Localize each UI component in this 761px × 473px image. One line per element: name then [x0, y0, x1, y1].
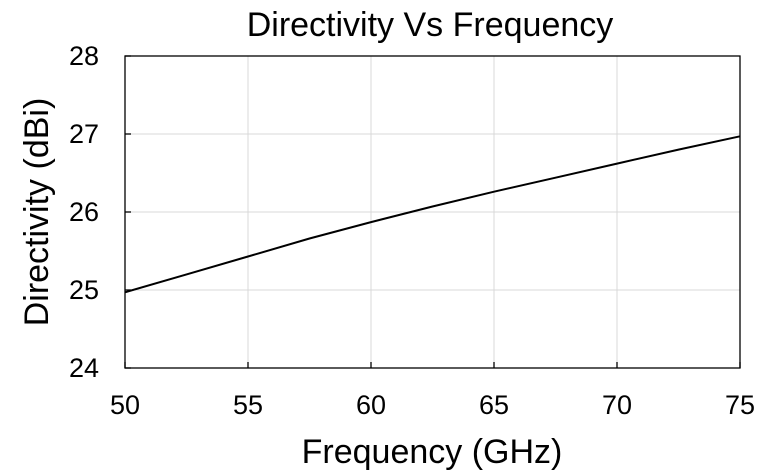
y-tick-label: 26	[69, 197, 99, 227]
x-tick-label: 65	[479, 390, 509, 420]
y-tick-label: 25	[69, 275, 99, 305]
y-tick-label: 27	[69, 119, 99, 149]
x-tick-label: 50	[110, 390, 140, 420]
directivity-series-line	[124, 135, 741, 294]
y-tick-label: 24	[69, 353, 99, 383]
axis-ticks: 50 55 60 65 70 75 24 25 26 27 28	[69, 41, 755, 420]
series-group	[124, 135, 741, 294]
grid-lines	[125, 56, 740, 368]
x-tick-label: 60	[356, 390, 386, 420]
x-tick-label: 55	[233, 390, 263, 420]
x-tick-label: 70	[602, 390, 632, 420]
y-tick-label: 28	[69, 41, 99, 71]
x-tick-label: 75	[725, 390, 755, 420]
y-axis-label: Directivity (dBi)	[18, 98, 56, 327]
chart-title: Directivity Vs Frequency	[247, 6, 614, 44]
x-axis-label: Frequency (GHz)	[302, 433, 563, 471]
